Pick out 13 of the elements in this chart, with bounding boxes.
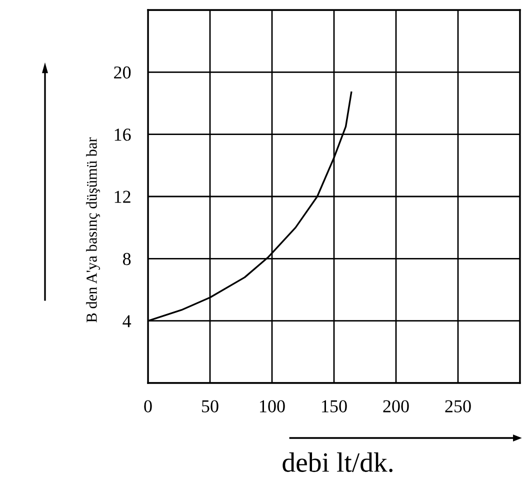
y-tick-label: 4: [122, 315, 132, 328]
y-tick-label: 12: [114, 190, 130, 203]
x-tick-label: 50: [202, 400, 218, 412]
x-axis-title: debi lt/dk.: [282, 452, 392, 472]
y-tick-label: 8: [122, 252, 131, 266]
x-tick-label: 200: [383, 400, 409, 412]
x-tick-label: 100: [260, 400, 285, 412]
y-tick-label: 16: [114, 128, 131, 141]
x-tick-label: 0: [144, 400, 152, 412]
y-tick-label: 20: [114, 66, 131, 79]
x-tick-label: 150: [322, 400, 347, 412]
x-tick-label: 250: [445, 400, 471, 412]
y-axis-title: B den A'ya basınç düşümü bar: [86, 137, 100, 322]
